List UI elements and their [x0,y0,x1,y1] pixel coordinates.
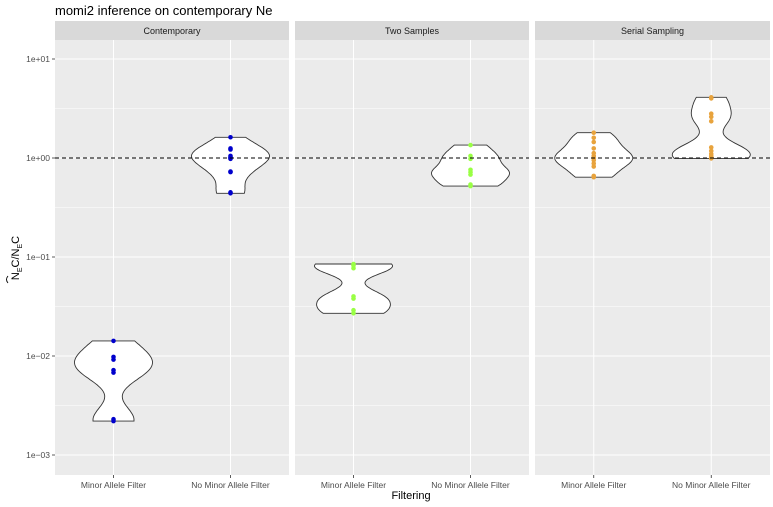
data-point [351,261,356,267]
data-point [591,135,597,141]
violin-shape [431,144,510,187]
x-tick-label: No Minor Allele Filter [191,480,270,490]
data-point [708,114,714,120]
y-tick-label: 1e−03 [26,450,50,460]
data-point [591,130,597,136]
data-point [708,148,714,154]
data-point [228,146,233,151]
x-tick-label: Minor Allele Filter [321,480,386,490]
data-point [228,190,233,195]
data-point [708,145,714,150]
y-tick-label: 1e+01 [26,54,50,64]
data-point [591,173,597,179]
y-tick-label: 1e+00 [26,153,50,163]
data-point [111,354,116,360]
facet-strip-label: Contemporary [143,26,201,36]
facet-strip [55,21,289,40]
y-axis-title: NEC/NEC [6,236,24,284]
data-point [708,95,714,100]
data-point [111,367,116,373]
violin-shape [74,340,153,422]
data-point [228,169,233,174]
data-point [351,294,356,299]
data-point [708,111,714,117]
data-point [111,338,116,344]
y-tick-label: 1e−02 [26,351,50,361]
data-point [468,182,473,187]
x-tick-label: Minor Allele Filter [561,480,626,490]
data-point [228,134,233,140]
x-axis-title: Filtering [391,490,430,502]
data-point [228,153,233,159]
violin-shape [671,96,751,159]
data-point [468,167,473,173]
x-tick-label: Minor Allele Filter [81,480,146,490]
facet-strip [535,21,770,40]
data-point [591,146,597,151]
data-point [111,416,116,422]
data-point [591,139,597,145]
y-tick-label: 1e−01 [26,252,50,262]
violin-shape [314,263,393,314]
data-point [591,161,597,166]
x-tick-label: No Minor Allele Filter [431,480,510,490]
svg-text:NEC/NEC: NEC/NEC [10,236,24,280]
facet-strip-label: Serial Sampling [621,26,684,36]
y-axis: 1e−03 1e−02 1e−01 1e+00 1e+01 [26,54,55,460]
violin-shape [191,136,270,194]
x-tick-label: No Minor Allele Filter [672,480,751,490]
data-point [708,118,714,124]
data-point [468,153,473,159]
data-point [468,142,473,148]
facet-panel-two-samples: Two Samples Minor Allele Filter No Minor A… [295,21,529,490]
data-point [591,150,597,156]
facet-panel-contemporary: Contemporary Minor Allele Filter No Minor … [55,21,289,490]
data-point [351,307,356,313]
facet-panel-serial-sampling: Serial Sampling Minor Allele Filter No Min… [535,21,770,490]
facet-strip [295,21,529,40]
chart-title: momi2 inference on contemporary Ne [55,3,273,18]
facet-strip-label: Two Samples [385,26,440,36]
